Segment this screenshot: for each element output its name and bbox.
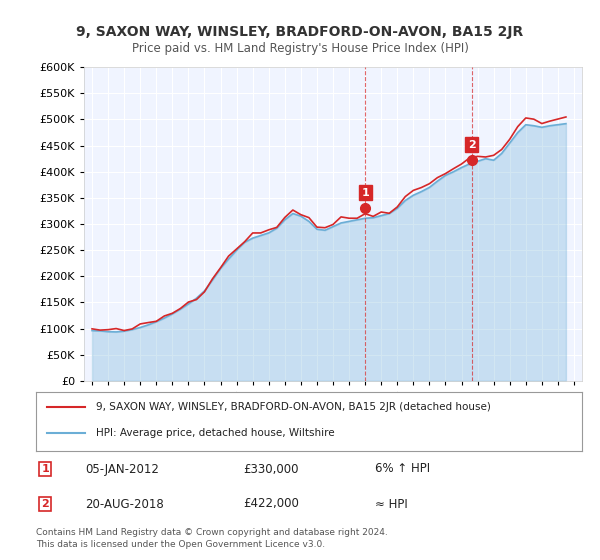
Text: 2: 2 [41,499,49,509]
Text: Price paid vs. HM Land Registry's House Price Index (HPI): Price paid vs. HM Land Registry's House … [131,42,469,55]
Text: HPI: Average price, detached house, Wiltshire: HPI: Average price, detached house, Wilt… [96,428,335,438]
Text: 9, SAXON WAY, WINSLEY, BRADFORD-ON-AVON, BA15 2JR: 9, SAXON WAY, WINSLEY, BRADFORD-ON-AVON,… [76,25,524,39]
Text: £422,000: £422,000 [244,497,299,511]
Text: 1: 1 [41,464,49,474]
Text: ≈ HPI: ≈ HPI [374,497,407,511]
Text: £330,000: £330,000 [244,463,299,475]
Text: 2: 2 [468,139,476,150]
Text: 1: 1 [362,188,370,198]
Text: Contains HM Land Registry data © Crown copyright and database right 2024.: Contains HM Land Registry data © Crown c… [36,528,388,537]
Text: 20-AUG-2018: 20-AUG-2018 [85,497,164,511]
Text: This data is licensed under the Open Government Licence v3.0.: This data is licensed under the Open Gov… [36,540,325,549]
Text: 9, SAXON WAY, WINSLEY, BRADFORD-ON-AVON, BA15 2JR (detached house): 9, SAXON WAY, WINSLEY, BRADFORD-ON-AVON,… [96,402,491,412]
Text: 05-JAN-2012: 05-JAN-2012 [85,463,159,475]
Text: 6% ↑ HPI: 6% ↑ HPI [374,463,430,475]
